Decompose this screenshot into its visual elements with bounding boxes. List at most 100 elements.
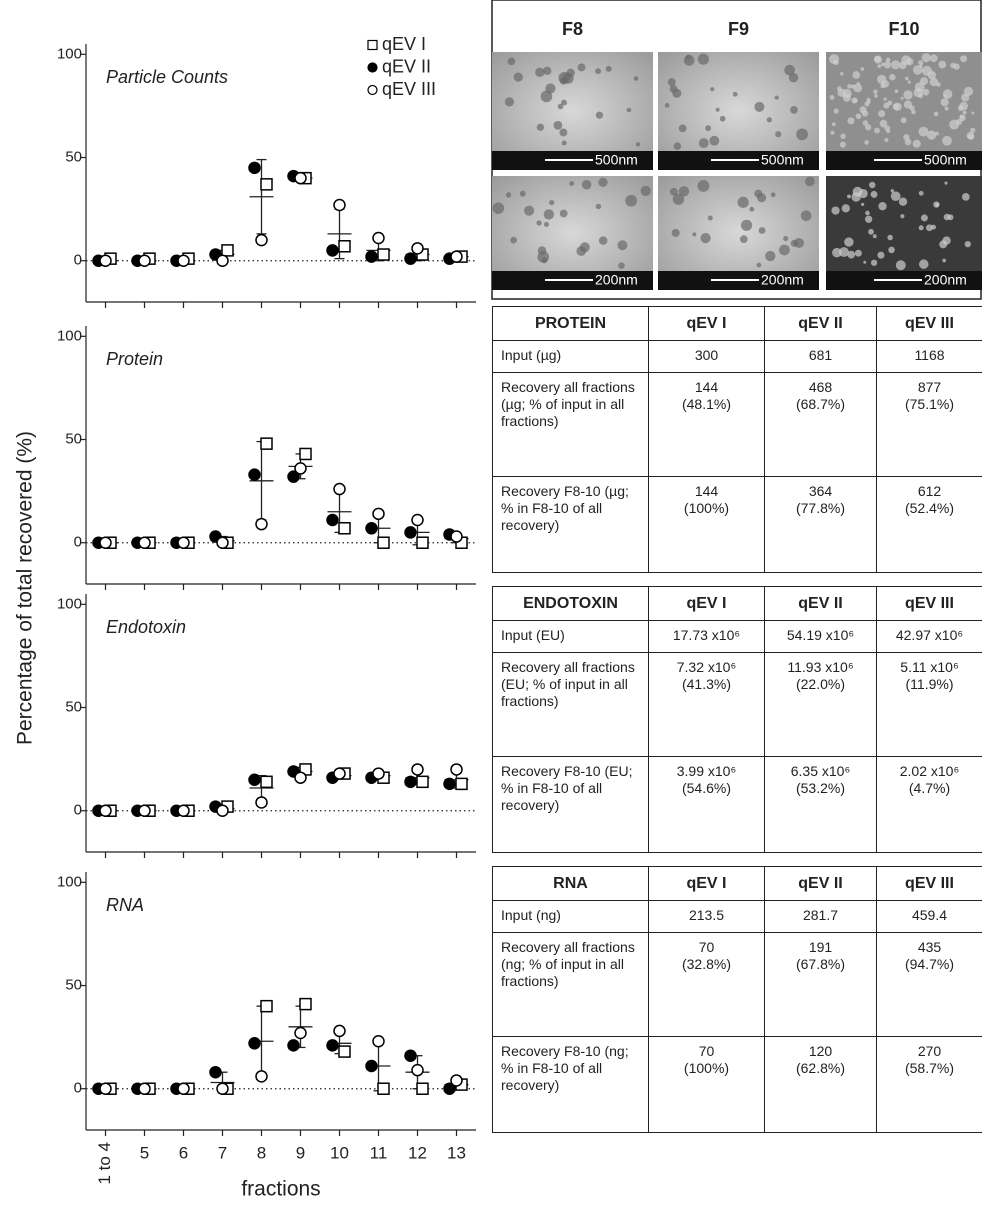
table-value-cell: 681 <box>765 341 877 373</box>
em-particle <box>705 125 711 131</box>
circle-marker <box>210 1067 221 1078</box>
legend-label: qEV II <box>382 56 431 76</box>
em-particle <box>851 97 857 103</box>
square-marker <box>339 1046 350 1057</box>
em-particle <box>919 191 924 196</box>
em-particle <box>857 82 860 85</box>
em-particle <box>536 220 541 225</box>
em-particle <box>945 106 949 110</box>
em-particle <box>560 77 568 85</box>
circle-marker <box>100 537 111 548</box>
em-particle <box>865 211 870 216</box>
circle-marker <box>100 805 111 816</box>
em-particle <box>699 138 709 148</box>
circle-marker <box>139 805 150 816</box>
em-particle <box>524 206 534 216</box>
table-value-cell: 468 (68.7%) <box>765 373 877 477</box>
em-particle <box>948 214 954 220</box>
em-particle <box>864 140 869 145</box>
em-particle <box>775 131 781 137</box>
em-particle <box>709 136 719 146</box>
em-particle <box>832 122 836 126</box>
em-particle <box>865 216 872 223</box>
legend-marker <box>368 63 377 72</box>
em-particle <box>692 232 696 236</box>
page: 050100Particle CountsqEV IqEV IIqEV IIIP… <box>0 0 982 1208</box>
table-header-cell: qEV II <box>765 867 877 901</box>
circle-marker <box>100 255 111 266</box>
table-header-cell: qEV I <box>649 867 765 901</box>
em-particle <box>855 250 862 257</box>
em-particle <box>933 201 939 207</box>
square-marker <box>378 537 389 548</box>
em-particle <box>698 180 710 192</box>
em-particle <box>559 128 567 136</box>
table-value-cell: 1168 <box>877 341 982 373</box>
table-value-cell: 435 (94.7%) <box>877 933 982 1037</box>
em-particle <box>887 235 892 240</box>
em-particle <box>801 210 812 221</box>
em-particle <box>606 66 612 72</box>
table-value-cell: 70 (32.8%) <box>649 933 765 1037</box>
legend-label: qEV I <box>382 34 426 54</box>
y-tick-label: 50 <box>65 976 82 993</box>
em-particle <box>878 202 886 210</box>
em-particle <box>834 108 839 113</box>
em-particle <box>558 104 564 110</box>
table-value-cell: 120 (62.8%) <box>765 1037 877 1133</box>
circle-marker <box>249 774 260 785</box>
em-particle <box>700 233 710 243</box>
em-particle <box>919 225 924 230</box>
em-particle <box>599 236 608 245</box>
y-tick-label: 100 <box>57 595 82 612</box>
circle-marker <box>412 764 423 775</box>
em-particle <box>908 81 911 84</box>
circle-marker <box>178 255 189 266</box>
em-particle <box>869 182 875 188</box>
em-particle <box>842 204 850 212</box>
em-particle <box>911 110 916 115</box>
table-row-label: Recovery F8-10 (ng; % in F8-10 of all re… <box>493 1037 649 1133</box>
table-row-label: Input (EU) <box>493 621 649 653</box>
em-particle <box>950 63 956 69</box>
em-column-header: F9 <box>728 19 749 39</box>
em-particle <box>771 192 776 197</box>
legend-marker <box>368 86 377 95</box>
em-particle <box>634 76 639 81</box>
em-particle <box>553 121 562 130</box>
em-particle <box>871 260 877 266</box>
circle-marker <box>334 1025 345 1036</box>
circle-marker <box>451 251 462 262</box>
em-particle <box>738 197 749 208</box>
em-particle <box>543 67 551 75</box>
em-particle <box>861 67 865 71</box>
em-particle <box>569 181 574 186</box>
circle-marker <box>139 537 150 548</box>
circle-marker <box>451 1075 462 1086</box>
circle-marker <box>178 805 189 816</box>
em-particle <box>741 220 752 231</box>
em-particle <box>832 248 842 258</box>
x-tick-label: 8 <box>257 1143 266 1162</box>
em-particle <box>784 65 795 76</box>
square-marker <box>300 999 311 1010</box>
square-marker <box>261 179 272 190</box>
em-particle <box>549 200 554 205</box>
table-value-cell: 213.5 <box>649 901 765 933</box>
circle-marker <box>366 1061 377 1072</box>
chart-title: Endotoxin <box>106 617 186 637</box>
em-particle <box>679 186 689 196</box>
em-particle <box>791 240 798 247</box>
em-particle <box>851 85 855 89</box>
em-particle <box>958 105 964 111</box>
em-particle <box>873 234 877 238</box>
em-particle <box>720 116 726 122</box>
circle-marker <box>334 199 345 210</box>
square-marker <box>261 776 272 787</box>
circle-marker <box>217 805 228 816</box>
em-particle <box>636 142 640 146</box>
em-particle <box>873 89 878 94</box>
table-header-cell: qEV I <box>649 587 765 621</box>
circle-marker <box>100 1083 111 1094</box>
em-particle <box>830 95 835 100</box>
